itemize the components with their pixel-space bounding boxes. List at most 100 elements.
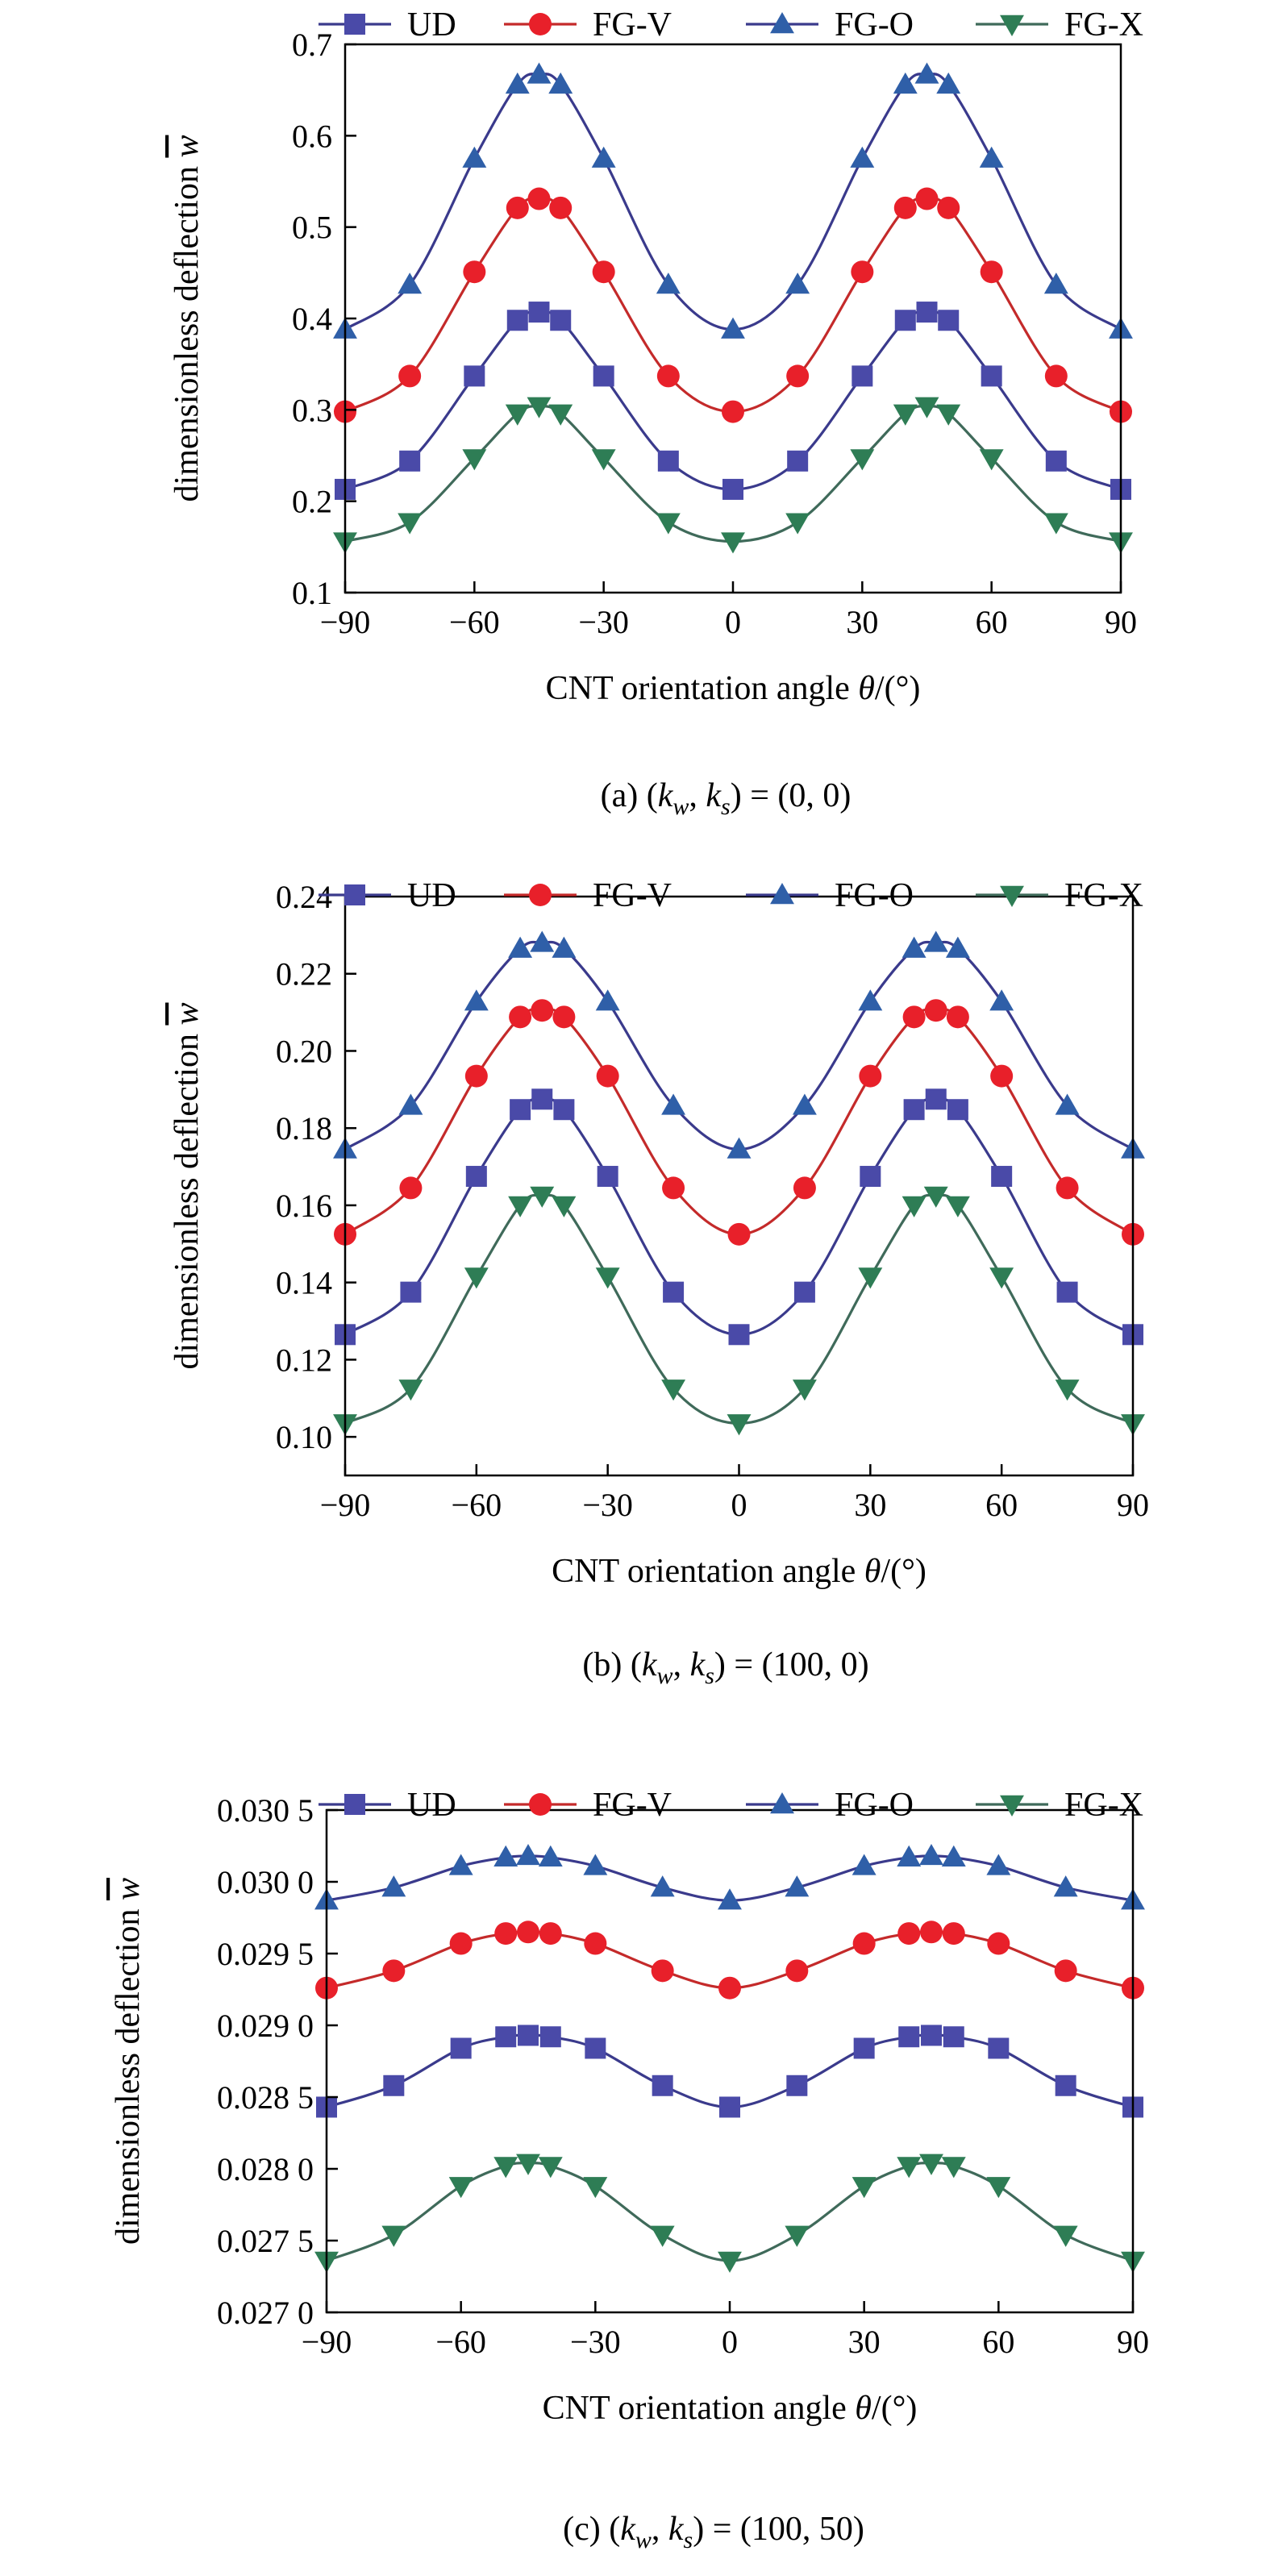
x-tick-label: 60 (985, 1487, 1018, 1523)
plot-frame (325, 1808, 1135, 2314)
data-point (527, 187, 551, 210)
data-point (549, 196, 573, 219)
data-point (464, 989, 489, 1011)
x-axis-label: CNT orientation angle θ/(°) (552, 1553, 926, 1590)
data-point (852, 365, 873, 387)
data-point (597, 1166, 618, 1188)
legend-label: FG-O (835, 6, 914, 44)
data-point (979, 449, 1004, 471)
data-point (548, 72, 573, 94)
data-point (785, 1959, 809, 1983)
data-point (400, 1281, 422, 1303)
data-point (1055, 1380, 1080, 1401)
legend-label: FG-O (835, 1787, 914, 1824)
data-point (914, 397, 939, 418)
data-point (450, 2037, 472, 2059)
legend-label: FG-X (1064, 877, 1143, 914)
data-point (465, 1166, 487, 1188)
data-point (897, 2157, 922, 2179)
data-point (539, 2026, 561, 2048)
x-tick-label: 60 (982, 2324, 1014, 2360)
legend: UD FG-V FG-O FG-X (319, 6, 1143, 44)
data-point (538, 2157, 563, 2179)
x-tick-label: 0 (731, 1487, 747, 1523)
legend-marker (344, 1794, 365, 1815)
data-point (595, 989, 620, 1011)
data-point (988, 2037, 1010, 2059)
data-point (593, 365, 614, 387)
x-axis-label: CNT orientation angle θ/(°) (543, 2390, 918, 2427)
data-point (785, 513, 810, 535)
data-point (495, 2026, 517, 2048)
data-point (919, 2154, 943, 2175)
data-point (585, 2037, 606, 2059)
data-point (552, 1005, 576, 1029)
data-point (858, 1267, 883, 1289)
series-markers-fg-v (334, 999, 1144, 1246)
y-tick-label: 0.028 5 (217, 2079, 314, 2116)
data-point (383, 2075, 405, 2096)
data-point (591, 449, 616, 471)
data-point (919, 1844, 943, 1866)
data-point (539, 1922, 562, 1946)
data-point (530, 1186, 555, 1208)
data-point (650, 1875, 675, 1897)
data-point (858, 989, 883, 1011)
data-point (936, 72, 961, 94)
y-tick-label: 0.030 5 (217, 1792, 314, 1829)
y-tick-label: 0.5 (292, 210, 332, 246)
data-point (1056, 1281, 1078, 1303)
legend-label: UD (407, 6, 456, 44)
data-point (1054, 1959, 1077, 1983)
data-point (650, 2225, 675, 2247)
data-point (721, 317, 745, 339)
data-point (990, 1064, 1014, 1088)
series-markers-fg-x (333, 1186, 1145, 1436)
y-tick-label: 0.24 (276, 879, 332, 915)
data-point (942, 1922, 965, 1946)
data-point (651, 1959, 674, 1983)
x-tick-label: 0 (725, 604, 741, 640)
data-point (398, 364, 422, 388)
data-point (941, 2157, 966, 2179)
data-point (979, 146, 1004, 168)
data-point (505, 404, 530, 426)
data-point (719, 2096, 740, 2118)
x-tick-label: 60 (976, 604, 1008, 640)
data-point (656, 364, 680, 388)
y-tick-label: 0.2 (292, 484, 332, 520)
data-point (509, 1005, 532, 1029)
data-point (662, 1176, 685, 1200)
data-point (531, 1088, 553, 1110)
data-point (718, 1976, 741, 2000)
x-tick-label: −30 (570, 2324, 621, 2360)
legend-marker (770, 883, 794, 905)
y-tick-label: 0.027 0 (217, 2295, 314, 2331)
data-point (793, 1281, 815, 1303)
data-point (897, 1845, 922, 1866)
series-markers-ud (316, 2025, 1143, 2118)
data-point (508, 1196, 533, 1217)
y-tick-label: 0.1 (292, 575, 332, 611)
data-point (850, 146, 875, 168)
data-point (852, 2177, 877, 2199)
legend-marker (529, 1793, 552, 1816)
y-tick-label: 0.14 (276, 1265, 332, 1301)
data-point (901, 1196, 926, 1217)
chart-panel-2: 0.10 0.12 0.14 0.16 0.18 0.20 0.22 0.24 −90 −60 −3… (169, 877, 1149, 1689)
y-tick-label: 0.3 (292, 392, 332, 428)
data-point (584, 1932, 607, 1955)
data-point (464, 1064, 488, 1088)
x-tick-label: 90 (1117, 1487, 1149, 1523)
data-point (1043, 513, 1068, 535)
data-point (986, 2177, 1011, 2199)
data-point (785, 273, 810, 294)
legend-marker (529, 13, 552, 35)
data-point (516, 1844, 540, 1866)
x-axis-label: CNT orientation angle θ/(°) (546, 670, 921, 707)
legend-label: FG-X (1064, 6, 1143, 44)
data-point (936, 404, 961, 426)
panel-caption: (c) (kw, ks) = (100, 50) (563, 2511, 864, 2553)
y-axis-label: dimensionless deflection w (110, 1878, 147, 2245)
